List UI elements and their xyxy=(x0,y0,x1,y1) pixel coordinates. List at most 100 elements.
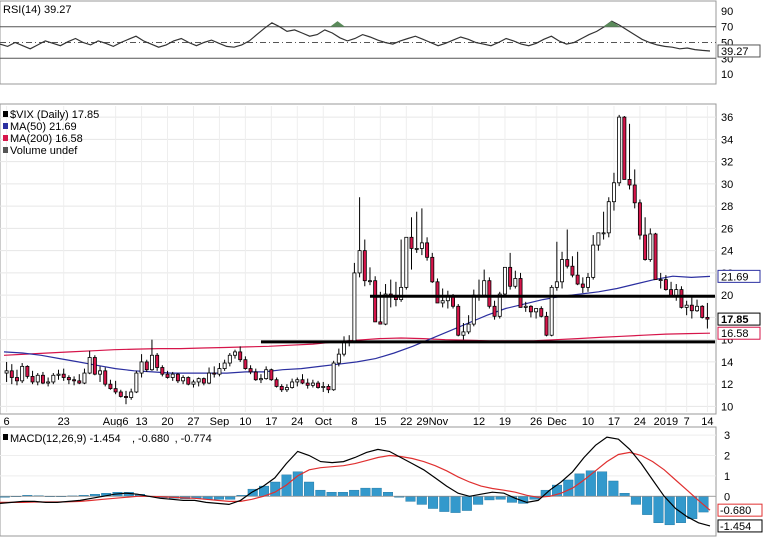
candle xyxy=(404,236,409,290)
support-lines xyxy=(260,294,715,344)
price-tick-label: 24 xyxy=(721,246,733,258)
macd-histogram-bar xyxy=(337,492,348,497)
candle-body xyxy=(87,357,92,374)
candle xyxy=(46,377,51,387)
date-tick-label: 19 xyxy=(499,416,511,428)
candle-body xyxy=(368,280,372,283)
rsi-title: RSI(14) 39.27 xyxy=(3,4,71,16)
macd-histogram-bar xyxy=(664,496,675,526)
candle xyxy=(362,239,367,287)
candle xyxy=(149,339,154,371)
date-tick-label: Sep xyxy=(210,416,230,428)
candle xyxy=(658,272,663,289)
macd-histogram-bar xyxy=(405,496,416,502)
candle-body xyxy=(342,341,346,355)
macd-histogram-bar xyxy=(416,496,427,505)
candle xyxy=(238,346,243,362)
candle-body xyxy=(56,373,61,376)
candle xyxy=(196,377,201,387)
candle xyxy=(124,390,128,405)
candle xyxy=(461,322,466,340)
candle-body xyxy=(648,233,653,260)
candle-body xyxy=(72,379,77,382)
candle-body xyxy=(430,256,435,283)
macd-value-text: -0.680 xyxy=(720,505,751,517)
macd-histogram-bar xyxy=(608,480,619,497)
candle-body xyxy=(570,265,575,276)
macd-tick-label: 2 xyxy=(724,450,730,462)
candle xyxy=(368,267,372,286)
macd-histogram-bar xyxy=(382,492,393,497)
candle-body xyxy=(357,250,362,274)
candle-body xyxy=(98,370,102,375)
candle-body xyxy=(269,369,274,381)
candle-body xyxy=(124,396,128,398)
candle xyxy=(51,373,56,385)
macd-histogram-bar xyxy=(597,471,608,497)
candle-body xyxy=(233,351,237,356)
candle-body xyxy=(175,373,180,382)
candle-body xyxy=(606,201,611,234)
candle xyxy=(134,370,139,394)
legend-label: MA(200) 16.58 xyxy=(10,133,83,145)
candle xyxy=(684,300,689,316)
candle xyxy=(487,277,492,309)
rsi-line xyxy=(0,20,711,52)
candle-body xyxy=(440,300,445,304)
candle-body xyxy=(487,280,492,307)
macd-histogram-bar xyxy=(495,496,506,500)
candle xyxy=(35,373,40,386)
macd-value-tag xyxy=(717,519,763,533)
macd-tick-label: 3 xyxy=(724,430,730,442)
candle-body xyxy=(508,266,513,287)
candle xyxy=(606,197,611,238)
candle-body xyxy=(15,377,19,382)
candle-body xyxy=(435,281,440,304)
candle xyxy=(383,284,388,326)
macd-legend-label: -0.774 xyxy=(181,433,212,445)
candle xyxy=(513,270,518,289)
candle xyxy=(61,368,66,381)
candle-body xyxy=(108,383,113,390)
candle xyxy=(310,379,315,388)
macd-histogram-bar xyxy=(213,496,224,500)
price-y-axis: 3634323028262422201816141210 xyxy=(721,112,733,413)
candle xyxy=(321,381,326,392)
candle xyxy=(502,266,507,297)
date-tick-label: 26 xyxy=(530,416,542,428)
candle-body xyxy=(222,362,227,370)
candle xyxy=(15,369,19,386)
candle xyxy=(549,285,554,337)
candle-body xyxy=(191,381,196,385)
price-tick-label: 28 xyxy=(721,201,733,213)
candle-body xyxy=(513,278,518,287)
candle xyxy=(627,123,632,190)
rsi-overbought-fill xyxy=(603,21,620,27)
macd-histogram-bar xyxy=(315,489,326,497)
candle-body xyxy=(207,372,212,384)
candle-body xyxy=(565,259,570,267)
candle xyxy=(92,355,97,376)
price-tick-label: 26 xyxy=(721,223,733,235)
candle xyxy=(705,302,710,329)
candle-body xyxy=(316,382,321,388)
macd-signal-line xyxy=(0,451,711,511)
candle-body xyxy=(82,372,87,384)
date-x-axis: 6 23 Aug6 13 20 27 Sep 10 17 24 Oct 8 15 22 29Nov 12 19 2… xyxy=(4,416,714,428)
ma50-line xyxy=(3,275,711,374)
value-tag-text: 21.69 xyxy=(721,271,749,283)
candle xyxy=(653,232,658,280)
macd-value-text: -1.454 xyxy=(720,521,751,533)
date-tick-label: 24 xyxy=(291,416,303,428)
candle xyxy=(523,301,528,312)
candle-body xyxy=(46,381,51,384)
candle xyxy=(409,217,414,270)
candle xyxy=(300,374,305,385)
rsi-value-tag xyxy=(717,44,761,58)
candle-body xyxy=(627,179,632,186)
candle xyxy=(357,197,362,278)
macd-histogram-bar xyxy=(642,496,653,515)
macd-histogram-bar xyxy=(225,496,236,500)
candle xyxy=(352,262,357,342)
date-tick-label: 22 xyxy=(400,416,412,428)
